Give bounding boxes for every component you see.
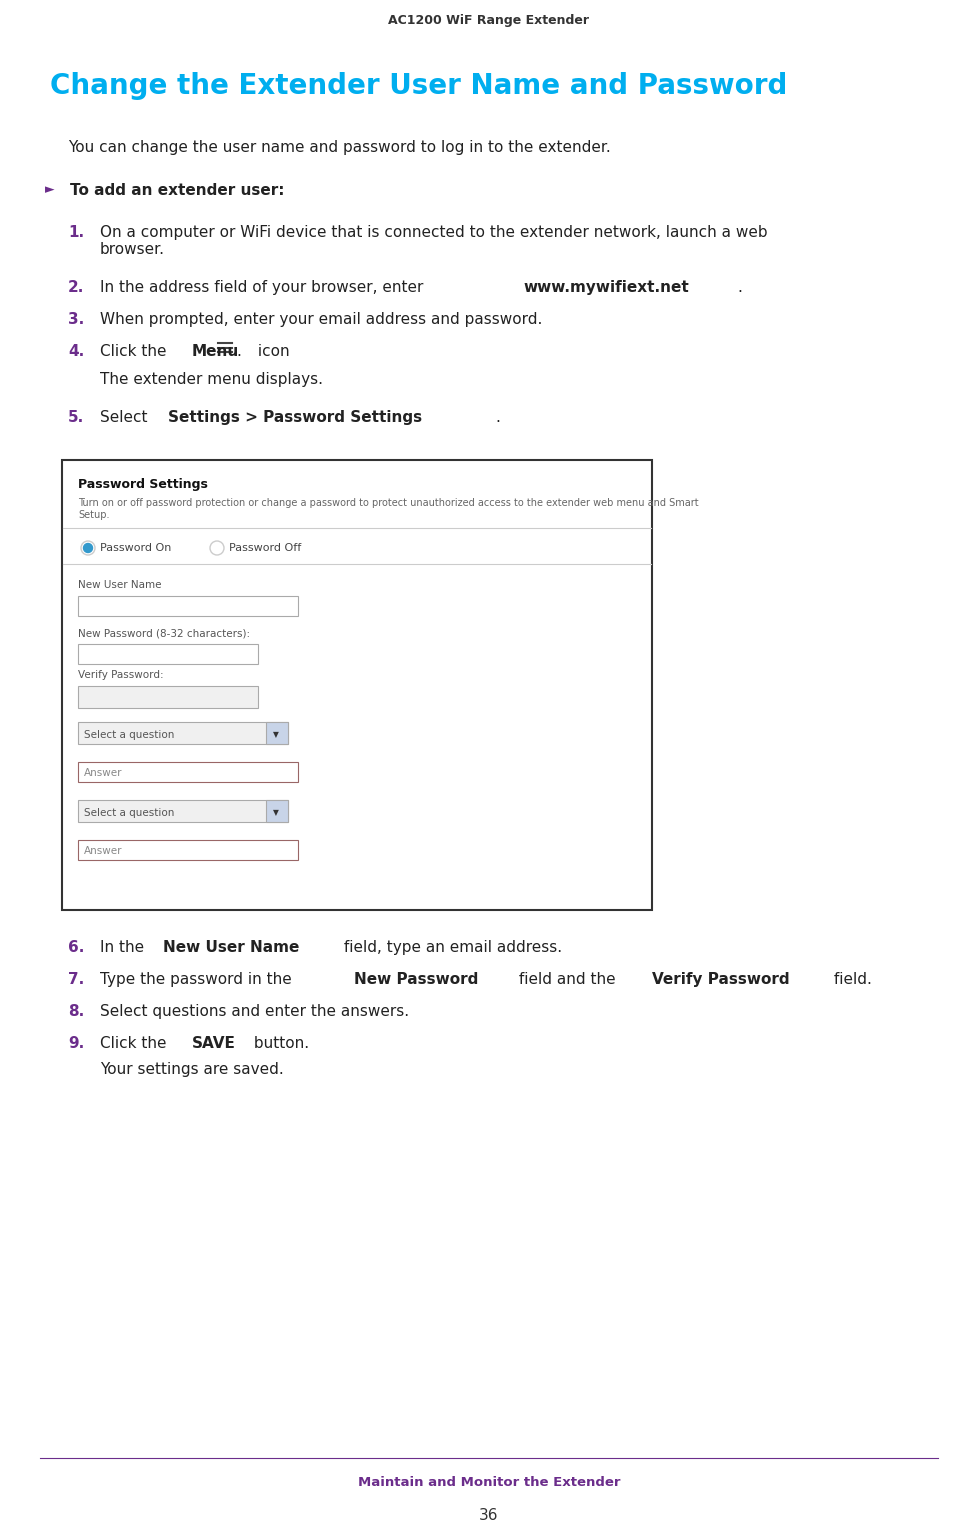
Text: New Password: New Password (354, 973, 478, 986)
Text: On a computer or WiFi device that is connected to the extender network, launch a: On a computer or WiFi device that is con… (100, 225, 767, 258)
Text: Settings > Password Settings: Settings > Password Settings (167, 410, 421, 425)
Text: .: . (737, 281, 742, 295)
Text: Maintain and Monitor the Extender: Maintain and Monitor the Extender (358, 1476, 619, 1490)
Text: Click the: Click the (100, 344, 171, 359)
Text: Menu: Menu (191, 344, 239, 359)
Text: 8.: 8. (68, 1003, 84, 1019)
Text: AC1200 WiF Range Extender: AC1200 WiF Range Extender (388, 14, 589, 28)
Text: Turn on or off password protection or change a password to protect unauthorized : Turn on or off password protection or ch… (78, 499, 698, 520)
Bar (78, 841, 298, 861)
Text: Password Off: Password Off (229, 543, 301, 552)
Bar (78, 762, 298, 782)
Text: The extender menu displays.: The extender menu displays. (100, 373, 322, 387)
Text: In the address field of your browser, enter: In the address field of your browser, en… (100, 281, 428, 295)
Text: New User Name: New User Name (163, 940, 299, 956)
Text: Select a question: Select a question (84, 730, 174, 739)
Text: New User Name: New User Name (78, 580, 161, 591)
Bar (78, 597, 298, 617)
Text: Answer: Answer (84, 845, 122, 856)
Text: New Password (8-32 characters):: New Password (8-32 characters): (78, 627, 250, 638)
Text: To add an extender user:: To add an extender user: (70, 183, 284, 198)
Text: 6.: 6. (68, 940, 84, 956)
Text: Click the: Click the (100, 1035, 171, 1051)
Text: .: . (235, 344, 240, 359)
Text: 1.: 1. (68, 225, 84, 239)
Bar (266, 801, 287, 822)
Text: 5.: 5. (68, 410, 84, 425)
Circle shape (83, 543, 93, 552)
Text: 36: 36 (479, 1508, 498, 1523)
Text: ▼: ▼ (273, 808, 278, 818)
Text: button.: button. (248, 1035, 309, 1051)
Bar (266, 723, 287, 744)
Text: Type the password in the: Type the password in the (100, 973, 296, 986)
Text: www.mywifiext.net: www.mywifiext.net (523, 281, 689, 295)
Text: field and the: field and the (514, 973, 620, 986)
Bar (78, 723, 287, 744)
Text: 2.: 2. (68, 281, 84, 295)
Text: Password Settings: Password Settings (78, 479, 208, 491)
Text: .: . (495, 410, 500, 425)
Bar (62, 460, 652, 910)
Text: Change the Extender User Name and Password: Change the Extender User Name and Passwo… (50, 72, 786, 100)
Text: You can change the user name and password to log in to the extender.: You can change the user name and passwor… (68, 140, 610, 155)
Text: Answer: Answer (84, 769, 122, 778)
Text: ►: ► (45, 183, 55, 196)
Text: 4.: 4. (68, 344, 84, 359)
Bar (78, 644, 258, 664)
Circle shape (212, 543, 221, 552)
Text: Verify Password:: Verify Password: (78, 670, 163, 680)
Text: ▼: ▼ (273, 730, 278, 739)
Text: Your settings are saved.: Your settings are saved. (100, 1062, 283, 1077)
Bar (78, 686, 258, 709)
Text: 3.: 3. (68, 311, 84, 327)
Text: Verify Password: Verify Password (651, 973, 788, 986)
Text: When prompted, enter your email address and password.: When prompted, enter your email address … (100, 311, 542, 327)
Text: icon: icon (253, 344, 289, 359)
Text: Select a question: Select a question (84, 808, 174, 818)
Text: SAVE: SAVE (191, 1035, 235, 1051)
Text: field, type an email address.: field, type an email address. (339, 940, 562, 956)
Text: In the: In the (100, 940, 149, 956)
Text: Password On: Password On (100, 543, 171, 552)
Text: 9.: 9. (68, 1035, 84, 1051)
Bar (78, 801, 287, 822)
Text: 7.: 7. (68, 973, 84, 986)
Text: Select questions and enter the answers.: Select questions and enter the answers. (100, 1003, 408, 1019)
Text: Select: Select (100, 410, 152, 425)
Text: field.: field. (828, 973, 871, 986)
